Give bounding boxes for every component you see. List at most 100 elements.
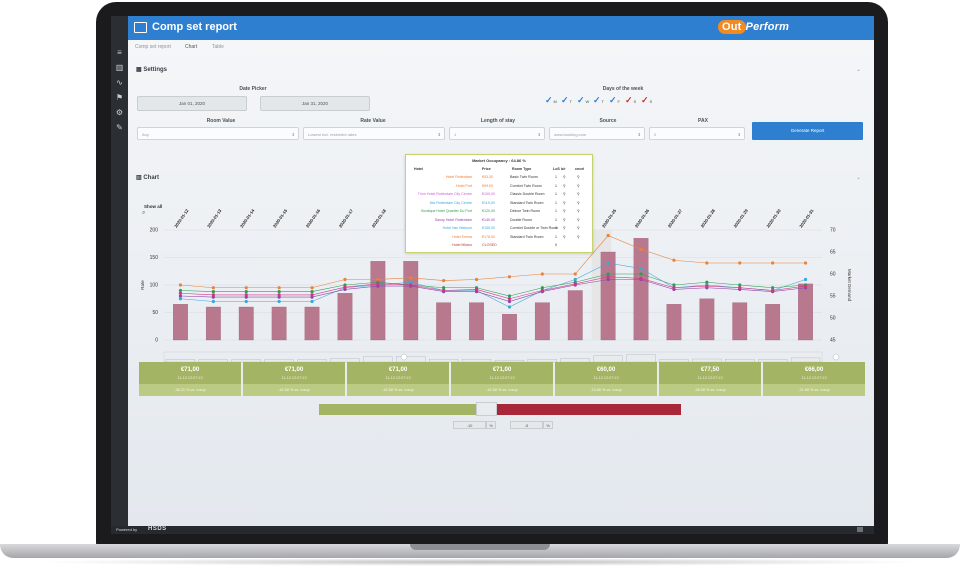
series-point: [771, 288, 775, 293]
tooltip-row: Hotel Van Walsum €155,00 Comfort Double or…: [406, 226, 592, 234]
navigator-handle-right[interactable]: [832, 353, 840, 361]
navigator-bar: [758, 359, 788, 363]
price-card[interactable]: €71,00 11-13 12:07:13 -38.21 % vs. comp: [139, 362, 241, 396]
tab-table[interactable]: Table: [212, 44, 224, 50]
day-letter: M: [553, 99, 557, 104]
bar: [666, 304, 682, 341]
pax-select[interactable]: 2 ⇕: [649, 127, 745, 140]
chart-header[interactable]: ▥ Chart: [136, 175, 160, 181]
series-point: [211, 293, 215, 297]
threshold-handle[interactable]: [476, 402, 497, 416]
series-point: [606, 233, 610, 238]
bar: [436, 302, 452, 341]
footer-brand: HSDS: [148, 526, 167, 532]
chart-tooltip: Market Occupancy : 64.86 % Hotel Price R…: [405, 154, 593, 253]
flag-icon[interactable]: ⚑: [115, 93, 124, 102]
bar: [469, 302, 484, 341]
tab-chart[interactable]: Chart: [185, 44, 198, 50]
tab-comp-set-report[interactable]: Comp set report: [135, 44, 171, 50]
chevron-down-icon[interactable]: ⌄: [856, 67, 862, 73]
tooltip-cell-room: Basic Twin Room: [510, 175, 538, 179]
trend-icon[interactable]: ∿: [116, 78, 123, 87]
y2-tick-label: 45: [830, 338, 836, 344]
tooltip-cell-price: €93,00: [482, 175, 493, 179]
price-card[interactable]: €71,00 11-13 12:07:13 -42.58 % vs. comp: [243, 362, 345, 396]
navigator-handle-left[interactable]: [400, 353, 408, 361]
tooltip-cell-hotel: Hotel Emma: [452, 234, 472, 239]
navigator-bar: [461, 359, 492, 363]
source-select[interactable]: www.booking.com ⇕: [549, 127, 645, 140]
day-checkbox-0[interactable]: ✓M: [545, 95, 557, 106]
tooltip-header-room: Room Type: [512, 167, 532, 171]
footer-square-icon[interactable]: [857, 527, 863, 532]
breakfast-icon: ⚲: [563, 226, 566, 230]
tool-icon[interactable]: ✎: [116, 123, 123, 132]
day-letter: S: [649, 99, 653, 104]
day-checkbox-1[interactable]: ✓T: [561, 95, 572, 106]
folder-icon[interactable]: [134, 22, 147, 33]
threshold-low-input[interactable]: -10: [453, 421, 486, 429]
generate-report-button[interactable]: Generate Report: [752, 122, 863, 140]
series-point: [376, 284, 380, 288]
series-point: [442, 279, 446, 283]
series-point: [244, 299, 248, 304]
series-point: [639, 266, 643, 271]
price-card[interactable]: €77,50 11-13 12:07:13 -28.58 % vs. comp: [659, 362, 761, 396]
navigator-bar: [165, 359, 196, 363]
check-icon: ✓: [593, 95, 601, 105]
rate-value-select[interactable]: Lowest incl. restricted rates ⇕: [303, 127, 445, 140]
card-price: €71,00: [388, 367, 408, 373]
series-point: [573, 272, 577, 276]
cancel-icon: ⚲: [577, 217, 580, 222]
chevron-down-icon[interactable]: ⌄: [856, 175, 862, 181]
series-point: [606, 277, 610, 282]
check-icon: ✓: [561, 95, 569, 105]
series-point: [573, 277, 577, 282]
laptop-notch: [410, 544, 550, 550]
tooltip-cell-price: €120,00: [482, 209, 495, 213]
series-point: [178, 297, 183, 301]
cancel-icon: ⚲: [577, 226, 580, 230]
check-icon: ✓: [625, 95, 633, 105]
show-all-link[interactable]: Show all: [144, 204, 162, 209]
date-to-input[interactable]: Jan 31, 2020: [260, 96, 370, 111]
gear-icon[interactable]: ⚙: [115, 108, 124, 117]
menu-icon[interactable]: ≡: [117, 48, 122, 57]
series-point: [507, 275, 512, 279]
series-point: [507, 299, 512, 304]
x-tick-label: 2020-01-27: [667, 208, 684, 229]
room-value-select[interactable]: Any ⇕: [137, 127, 299, 140]
date-from-input[interactable]: Jan 01, 2020: [137, 96, 247, 111]
day-checkbox-4[interactable]: ✓F: [609, 95, 620, 106]
threshold-high-input[interactable]: -5: [510, 421, 543, 429]
navigator-bar: [790, 357, 821, 363]
day-checkbox-2[interactable]: ✓W: [577, 95, 589, 106]
price-card[interactable]: €60,00 11-13 12:07:13 -15.66 % vs. comp: [555, 362, 657, 396]
breakfast-icon: ⚲: [563, 183, 566, 188]
price-card[interactable]: €71,00 11-13 12:07:13 -42.58 % vs. comp: [451, 362, 553, 396]
series-point: [244, 293, 248, 297]
chart-icon[interactable]: ▥: [115, 63, 124, 72]
bar: [732, 302, 748, 341]
x-tick-label: 2020-01-17: [338, 208, 355, 229]
tooltip-cell-hotel: Hotel Port: [456, 183, 472, 188]
length-of-stay-select[interactable]: 1 ⇕: [449, 127, 545, 140]
y-tick-label: 150: [150, 255, 159, 261]
price-card[interactable]: €71,00 11-13 12:07:13 -42.58 % vs. comp: [347, 362, 449, 396]
day-checkbox-6[interactable]: ✓S: [641, 95, 652, 106]
day-checkbox-5[interactable]: ✓S: [625, 95, 636, 106]
settings-header[interactable]: ▦ Settings: [136, 67, 168, 73]
bar: [534, 302, 550, 341]
card-cmp: -28.58 % vs. comp: [659, 384, 761, 396]
price-card[interactable]: €66,00 11-13 12:07:13 -31.98 % vs. comp: [763, 362, 865, 396]
tab-bar: Comp set report Chart Table: [128, 40, 874, 54]
series-point: [705, 261, 709, 265]
series-line: [180, 262, 806, 308]
tooltip-cell-los: 1: [555, 175, 557, 179]
day-checkbox-3[interactable]: ✓T: [593, 95, 604, 106]
tooltip-row: Thon Hotel Rotterdam City Centre €109,00 C…: [406, 192, 592, 200]
tooltip-cell-price: €109,00: [482, 192, 495, 196]
y2-axis-label: Market Demand: [847, 269, 852, 302]
navigator-bar: [396, 356, 426, 363]
navigator-bar: [659, 359, 689, 363]
